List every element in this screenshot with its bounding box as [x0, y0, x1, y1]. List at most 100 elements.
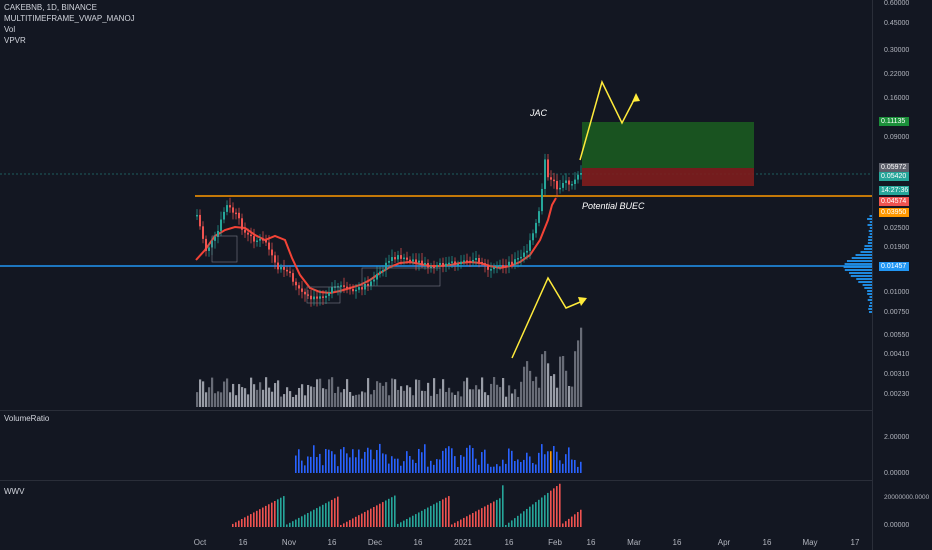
wwv-bar — [391, 497, 393, 527]
wwv-bar — [442, 499, 444, 527]
volume-ratio-bars — [295, 443, 582, 473]
wwv-bar — [493, 501, 495, 527]
candle-body — [253, 236, 255, 242]
candle-body — [499, 265, 501, 267]
volume-ratio-bar — [403, 461, 405, 473]
candle-body — [409, 259, 411, 262]
candle-body — [559, 187, 561, 190]
candle-body — [421, 260, 423, 265]
price-badge: 0.05972 — [879, 163, 909, 172]
wwv-bar — [283, 496, 285, 527]
candle-body — [295, 281, 297, 286]
wwv-label[interactable]: WWV — [4, 487, 25, 496]
volume-bar — [550, 376, 553, 407]
price-tick: 0.16000 — [884, 95, 910, 102]
volume-ratio-label[interactable]: VolumeRatio — [4, 414, 50, 423]
volume-ratio-bar — [319, 453, 321, 473]
volume-ratio-bar — [526, 452, 528, 473]
candle-body — [370, 281, 372, 287]
candle-body — [304, 291, 306, 295]
chart-canvas[interactable] — [0, 0, 872, 550]
volume-bar — [400, 386, 403, 407]
candle-body — [214, 236, 216, 241]
volume-ratio-bar — [415, 462, 417, 473]
candle-body — [427, 262, 429, 268]
volume-bar — [562, 356, 565, 407]
volume-bar — [358, 394, 361, 407]
price-tick: 0.00550 — [884, 332, 910, 339]
candle-body — [328, 292, 330, 296]
candle-body — [274, 255, 276, 263]
candle-body — [532, 233, 534, 241]
volume-bar — [280, 396, 283, 407]
candle-body — [580, 173, 582, 175]
volume-ratio-bar — [355, 457, 357, 473]
wwv-bar — [454, 522, 456, 527]
time-tick: 16 — [672, 538, 682, 547]
stop-price-badge: 0.04574 — [879, 197, 909, 206]
volume-bar — [316, 379, 319, 407]
volume-bar — [463, 381, 466, 407]
time-tick: 16 — [504, 538, 514, 547]
volume-ratio-bar — [553, 446, 555, 473]
candle-body — [496, 265, 498, 268]
volume-ratio-bar — [535, 464, 537, 473]
volume-bar — [379, 382, 382, 407]
candle-body — [445, 263, 447, 267]
wwv-bar — [463, 517, 465, 527]
volume-ratio-bar — [475, 458, 477, 473]
indicator-vwap-label[interactable]: MULTITIMEFRAME_VWAP_MANOJ — [4, 14, 135, 23]
wwv-tick: 20000000.0000 — [884, 494, 930, 501]
candle-body — [418, 260, 420, 263]
volume-ratio-bar — [550, 451, 552, 473]
volume-bar — [427, 382, 430, 407]
vpvr-row — [864, 245, 872, 247]
price-axis[interactable] — [872, 0, 932, 550]
volume-ratio-bar — [487, 463, 489, 473]
candle-body — [574, 179, 576, 185]
volume-ratio-bar — [568, 447, 570, 473]
volume-bar — [202, 381, 205, 407]
candle-body — [568, 180, 570, 185]
time-tick: 17 — [850, 538, 860, 547]
candle-body — [439, 262, 441, 266]
candle-body — [430, 266, 432, 268]
pane-separator-2[interactable] — [0, 480, 872, 481]
wwv-bar — [571, 516, 573, 527]
volume-bar — [436, 394, 439, 407]
wwv-bar — [352, 518, 354, 527]
candle-body — [544, 159, 546, 189]
candle-body — [514, 259, 516, 265]
volume-ratio-bar — [502, 459, 504, 473]
volume-bar — [556, 387, 559, 407]
indicator-vol-label[interactable]: Vol — [4, 25, 16, 34]
pane-separator-1[interactable] — [0, 410, 872, 411]
candle-body — [367, 283, 369, 287]
last-price-badge: 0.05420 — [879, 172, 909, 181]
volume-bar — [205, 392, 208, 407]
symbol-title[interactable]: CAKEBNB, 1D, BINANCE — [4, 3, 97, 12]
annotation-potential-buec: Potential BUEC — [582, 201, 645, 211]
candle-body — [511, 261, 513, 265]
volume-ratio-bar — [424, 444, 426, 473]
volume-bar — [268, 387, 271, 407]
wwv-bar — [388, 498, 390, 527]
wwv-bar — [433, 504, 435, 527]
wwv-bar — [508, 522, 510, 527]
vpvr-row — [855, 254, 872, 256]
volume-bar — [229, 392, 232, 407]
volume-bar — [532, 381, 535, 407]
candle-body — [508, 261, 510, 267]
indicator-vpvr-label[interactable]: VPVR — [4, 36, 26, 45]
volume-bar — [529, 370, 532, 407]
wwv-bar — [235, 522, 237, 527]
wwv-bar — [307, 513, 309, 527]
wwv-bar — [484, 506, 486, 527]
wwv-bar — [427, 507, 429, 527]
volume-bars — [196, 327, 583, 407]
candle-body — [463, 260, 465, 262]
wwv-bar — [358, 515, 360, 527]
candle-body — [400, 255, 402, 259]
volume-ratio-bar — [481, 452, 483, 473]
candle-body — [562, 182, 564, 188]
